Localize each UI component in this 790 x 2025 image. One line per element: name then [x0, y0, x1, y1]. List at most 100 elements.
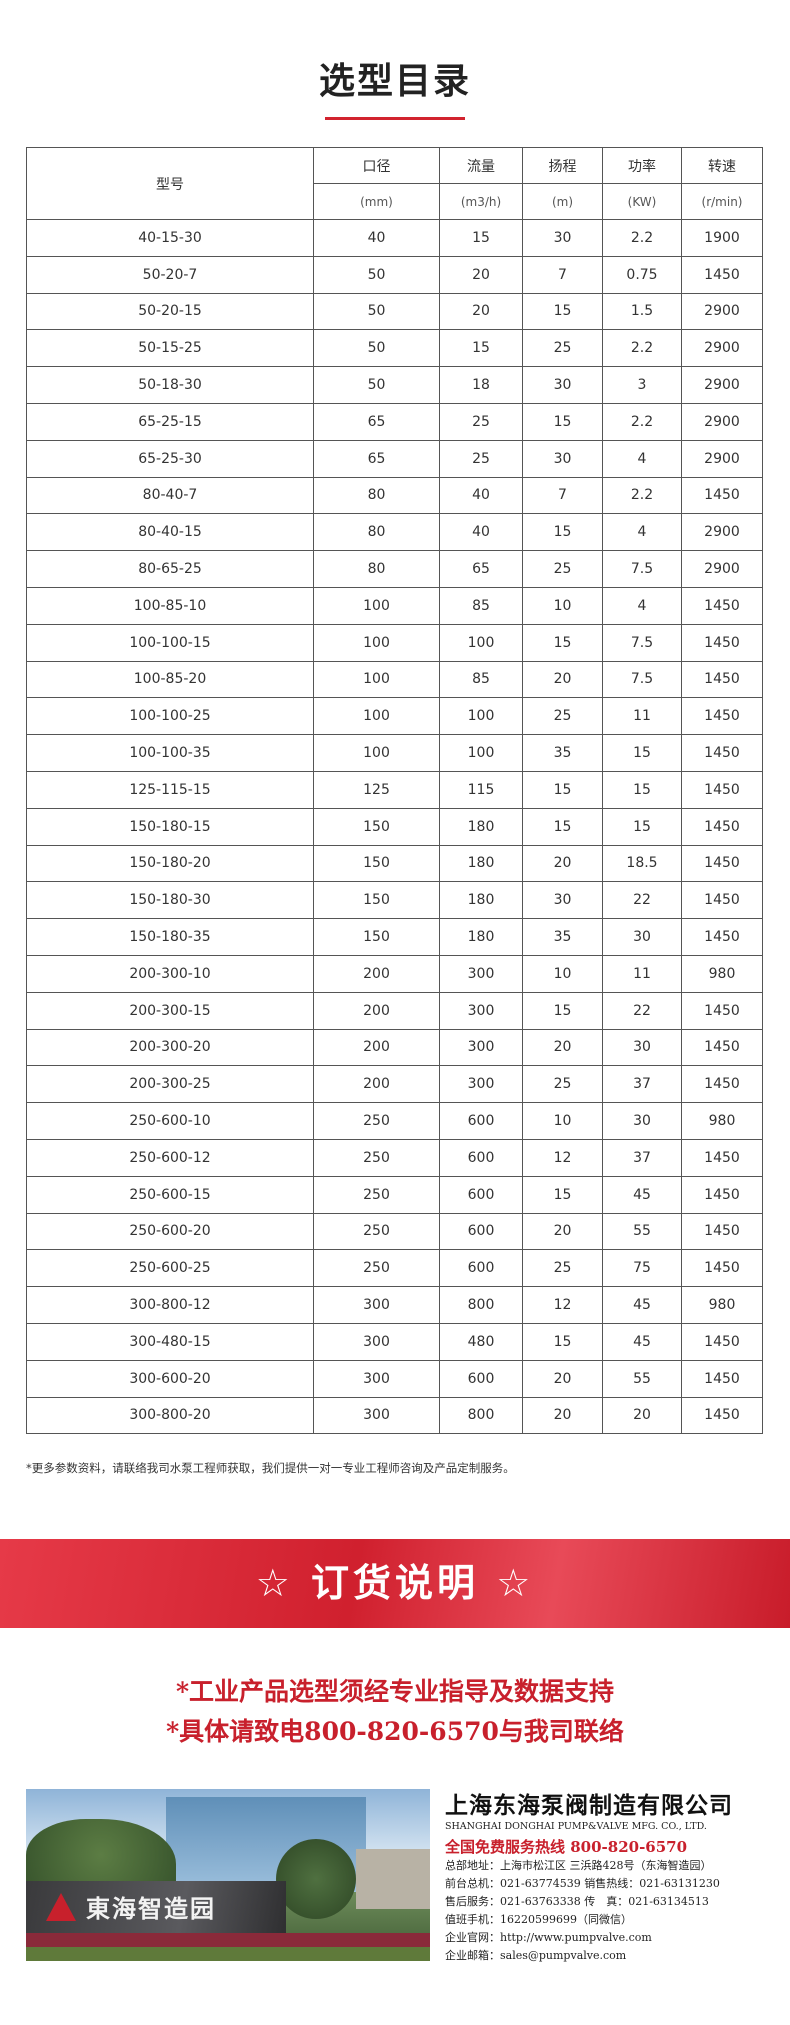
unit-cell: (r/min) — [681, 183, 763, 220]
data-row: 65-25-30 65 25 30 4 2900 — [26, 439, 763, 478]
cell: 4 — [602, 513, 682, 552]
table-body: 型号 口径 流量 扬程 功率 转速 (mm) (m3/h) (m) (KW) (r/min) 40-1… — [26, 147, 763, 1435]
cell: 40 — [439, 513, 523, 552]
cell: 80-40-7 — [26, 476, 314, 515]
cell: 100-100-15 — [26, 623, 314, 662]
cell: 100-85-10 — [26, 586, 314, 625]
cell: 15 — [522, 770, 603, 809]
data-row: 50-20-7 50 20 7 0.75 1450 — [26, 255, 763, 294]
cell: 1450 — [681, 918, 763, 956]
cell: 100 — [313, 697, 440, 736]
cell: 20 — [522, 1212, 603, 1251]
cell: 480 — [439, 1322, 523, 1361]
cell: 180 — [439, 881, 523, 920]
cell: 300-800-20 — [26, 1396, 314, 1435]
cell: 125 — [313, 770, 440, 809]
cell: 1450 — [681, 1249, 763, 1288]
cell: 2900 — [681, 366, 763, 404]
cell: 1450 — [681, 881, 763, 920]
cell: 1450 — [681, 1138, 763, 1177]
cell: 600 — [439, 1249, 523, 1288]
photo: 東海智造园 — [26, 1789, 430, 1961]
cell: 50-18-30 — [26, 366, 314, 404]
header-cell: 流量 — [439, 147, 523, 184]
data-row: 250-600-25 250 600 25 75 1450 — [26, 1249, 763, 1288]
cell: 250 — [313, 1212, 440, 1251]
cell: 40-15-30 — [26, 219, 314, 257]
cell: 7.5 — [602, 550, 682, 588]
cell: 3 — [602, 366, 682, 404]
data-row: 40-15-30 40 15 30 2.2 1900 — [26, 219, 763, 257]
data-row: 125-115-15 125 115 15 15 1450 — [26, 770, 763, 809]
cell: 55 — [602, 1359, 682, 1398]
cell: 150-180-30 — [26, 881, 314, 920]
data-row: 80-40-15 80 40 15 4 2900 — [26, 513, 763, 552]
cell: 15 — [439, 329, 523, 368]
cell: 15 — [522, 402, 603, 441]
cell: 150-180-20 — [26, 844, 314, 883]
cell: 100 — [439, 697, 523, 736]
cell: 25 — [522, 697, 603, 736]
logo — [46, 1893, 76, 1921]
data-row: 100-100-25 100 100 25 11 1450 — [26, 697, 763, 736]
cell: 50 — [313, 292, 440, 331]
cell: 11 — [602, 954, 682, 993]
cell: 250 — [313, 1175, 440, 1214]
unit-cell: (m) — [522, 183, 603, 220]
data-row: 200-300-15 200 300 15 22 1450 — [26, 991, 763, 1030]
data-row: 65-25-15 65 25 15 2.2 2900 — [26, 402, 763, 441]
contact-line: 企业邮箱：sales@pumpvalve.com — [445, 1949, 627, 1962]
cell: 1450 — [681, 1322, 763, 1361]
cell: 7 — [522, 476, 603, 515]
cell: 10 — [522, 586, 603, 625]
cell: 80-40-15 — [26, 513, 314, 552]
cell: 2.2 — [602, 329, 682, 368]
cell: 2900 — [681, 550, 763, 588]
page-title: 选型目录 — [318, 61, 471, 102]
cell: 300 — [439, 1065, 523, 1104]
cell: 20 — [522, 1028, 603, 1067]
cell: 85 — [439, 660, 523, 699]
contact-lines: 总部地址：上海市松江区 三浜路428号（东海智造园） 前台总机：021-63774… — [445, 1857, 765, 1965]
cell: 150 — [313, 807, 440, 846]
data-row: 100-85-10 100 85 10 4 1450 — [26, 586, 763, 625]
cell: 250-600-15 — [26, 1175, 314, 1214]
data-row: 300-800-12 300 800 12 45 980 — [26, 1286, 763, 1324]
cell: 15 — [602, 807, 682, 846]
unit-cell: (KW) — [602, 183, 682, 220]
cell: 25 — [522, 1065, 603, 1104]
cell: 2900 — [681, 513, 763, 552]
note: *具体请致电800-820-6570与我司联络 — [166, 1717, 624, 1746]
cell: 600 — [439, 1175, 523, 1214]
cell: 65-25-30 — [26, 439, 314, 478]
cell: 30 — [522, 219, 603, 257]
cell: 250-600-10 — [26, 1102, 314, 1140]
title-underline — [325, 117, 465, 120]
data-row: 250-600-12 250 600 12 37 1450 — [26, 1138, 763, 1177]
cell: 37 — [602, 1065, 682, 1104]
cell: 800 — [439, 1396, 523, 1435]
cell: 15 — [522, 1322, 603, 1361]
cell: 22 — [602, 881, 682, 920]
cell: 300 — [313, 1396, 440, 1435]
cell: 0.75 — [602, 255, 682, 294]
cell: 150-180-35 — [26, 918, 314, 956]
cell: 1450 — [681, 1359, 763, 1398]
cell: 65-25-15 — [26, 402, 314, 441]
cell: 200-300-10 — [26, 954, 314, 993]
cell: 150 — [313, 881, 440, 920]
cell: 1450 — [681, 476, 763, 515]
cell: 12 — [522, 1138, 603, 1177]
cell: 2.2 — [602, 219, 682, 257]
cell: 50-15-25 — [26, 329, 314, 368]
data-row: 150-180-35 150 180 35 30 1450 — [26, 918, 763, 956]
cell: 80-65-25 — [26, 550, 314, 588]
cell: 15 — [522, 991, 603, 1030]
cell: 30 — [602, 1102, 682, 1140]
cell: 25 — [522, 329, 603, 368]
cell: 75 — [602, 1249, 682, 1288]
cell: 22 — [602, 991, 682, 1030]
cell: 100 — [313, 623, 440, 662]
cell: 180 — [439, 918, 523, 956]
spec-table: 型号 口径 流量 扬程 功率 转速 (mm) (m3/h) (m) (KW) (r/min) 40-1… — [26, 147, 763, 1435]
